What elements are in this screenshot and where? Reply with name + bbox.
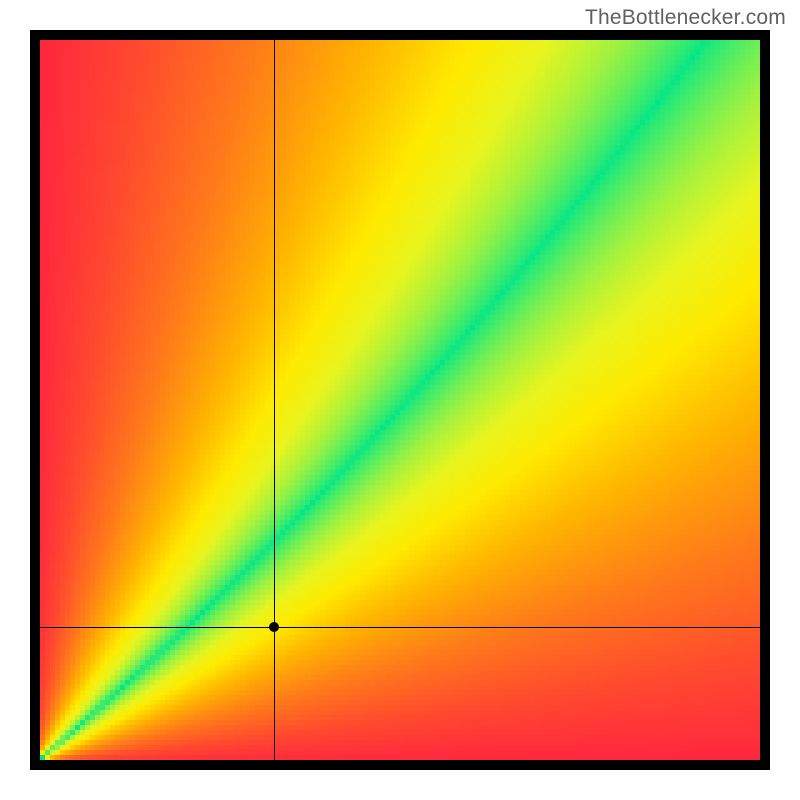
watermark-text: TheBottlenecker.com	[585, 6, 786, 30]
crosshair-vertical	[274, 40, 275, 760]
bottleneck-heatmap	[40, 40, 760, 760]
crosshair-dot	[269, 622, 279, 632]
crosshair-horizontal	[40, 627, 760, 628]
chart-black-frame	[30, 30, 770, 770]
